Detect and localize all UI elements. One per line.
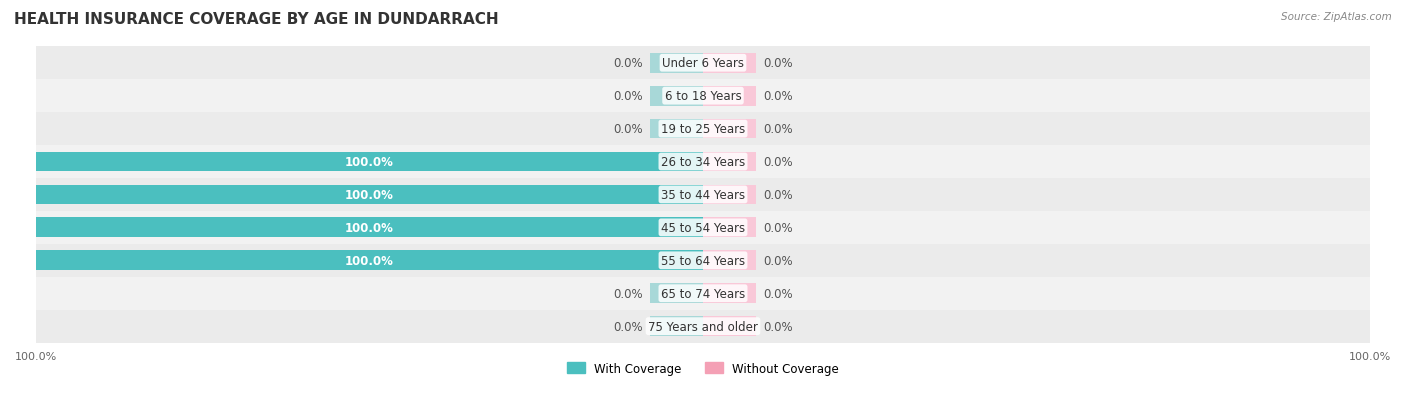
Text: 55 to 64 Years: 55 to 64 Years xyxy=(661,254,745,267)
Text: 0.0%: 0.0% xyxy=(763,188,793,202)
Text: 100.0%: 100.0% xyxy=(344,188,394,202)
Text: 0.0%: 0.0% xyxy=(763,57,793,70)
Bar xyxy=(650,87,703,106)
Text: 65 to 74 Years: 65 to 74 Years xyxy=(661,287,745,300)
Bar xyxy=(37,113,1369,146)
Text: 0.0%: 0.0% xyxy=(763,221,793,234)
Text: 75 Years and older: 75 Years and older xyxy=(648,320,758,333)
Bar xyxy=(650,54,703,74)
Bar xyxy=(650,119,703,139)
Bar xyxy=(703,119,756,139)
Text: 19 to 25 Years: 19 to 25 Years xyxy=(661,123,745,136)
Bar xyxy=(703,87,756,106)
Bar xyxy=(37,310,1369,343)
Text: 0.0%: 0.0% xyxy=(763,287,793,300)
Bar xyxy=(37,218,703,237)
Bar xyxy=(37,244,1369,277)
Text: 45 to 54 Years: 45 to 54 Years xyxy=(661,221,745,234)
Legend: With Coverage, Without Coverage: With Coverage, Without Coverage xyxy=(562,357,844,380)
Text: 0.0%: 0.0% xyxy=(613,57,643,70)
Bar xyxy=(37,152,703,172)
Text: Under 6 Years: Under 6 Years xyxy=(662,57,744,70)
Text: 0.0%: 0.0% xyxy=(613,90,643,103)
Text: 0.0%: 0.0% xyxy=(763,123,793,136)
Text: Source: ZipAtlas.com: Source: ZipAtlas.com xyxy=(1281,12,1392,22)
Bar xyxy=(37,80,1369,113)
Text: 0.0%: 0.0% xyxy=(763,156,793,169)
Text: 100.0%: 100.0% xyxy=(344,156,394,169)
Text: 100.0%: 100.0% xyxy=(344,254,394,267)
Bar xyxy=(703,316,756,336)
Bar xyxy=(37,47,1369,80)
Bar xyxy=(650,284,703,304)
Bar xyxy=(37,146,1369,178)
Text: 0.0%: 0.0% xyxy=(763,90,793,103)
Bar xyxy=(703,218,756,237)
Text: 100.0%: 100.0% xyxy=(344,221,394,234)
Text: 35 to 44 Years: 35 to 44 Years xyxy=(661,188,745,202)
Bar xyxy=(37,277,1369,310)
Text: 0.0%: 0.0% xyxy=(613,287,643,300)
Bar xyxy=(703,185,756,205)
Bar xyxy=(650,316,703,336)
Text: 6 to 18 Years: 6 to 18 Years xyxy=(665,90,741,103)
Bar xyxy=(37,185,703,205)
Bar xyxy=(703,251,756,271)
Bar xyxy=(37,178,1369,211)
Text: 26 to 34 Years: 26 to 34 Years xyxy=(661,156,745,169)
Bar xyxy=(37,251,703,271)
Text: 0.0%: 0.0% xyxy=(763,254,793,267)
Bar xyxy=(703,284,756,304)
Text: 0.0%: 0.0% xyxy=(763,320,793,333)
Text: 0.0%: 0.0% xyxy=(613,123,643,136)
Bar xyxy=(703,152,756,172)
Text: HEALTH INSURANCE COVERAGE BY AGE IN DUNDARRACH: HEALTH INSURANCE COVERAGE BY AGE IN DUND… xyxy=(14,12,499,27)
Bar xyxy=(703,54,756,74)
Text: 0.0%: 0.0% xyxy=(613,320,643,333)
Bar xyxy=(37,211,1369,244)
